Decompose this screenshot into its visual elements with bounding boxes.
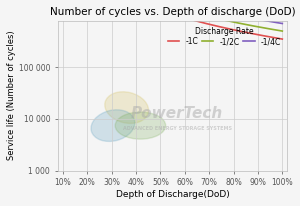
-1/4C [241,15,244,18]
-1/2C [180,8,183,11]
Y-axis label: Service life (Number of cycles): Service life (Number of cycles) [7,31,16,160]
-1/2C [167,4,170,7]
Title: Number of cycles vs. Depth of discharge (DoD): Number of cycles vs. Depth of discharge … [50,7,295,17]
Line: -1/4C: -1/4C [63,0,282,23]
Line: -1C: -1C [63,0,282,39]
-1C [167,12,170,14]
-1/2C [241,23,244,25]
-1/2C [165,4,169,6]
Legend: -1C, -1/2C, -1/4C: -1C, -1/2C, -1/4C [165,24,284,48]
-1/2C [192,12,195,14]
Line: -1/2C: -1/2C [63,0,282,31]
-1/2C [275,29,279,31]
Ellipse shape [105,92,148,123]
Ellipse shape [91,110,135,141]
Text: ADVANCED ENERGY STORAGE SYSTEMS: ADVANCED ENERGY STORAGE SYSTEMS [123,126,232,131]
Text: PowerTech: PowerTech [131,106,223,121]
-1/4C [280,22,284,25]
-1C [275,37,279,39]
X-axis label: Depth of Discharge(DoD): Depth of Discharge(DoD) [116,190,230,199]
-1/2C [280,30,284,32]
-1C [192,19,195,21]
-1/4C [180,1,183,4]
-1C [165,11,169,14]
-1C [180,16,183,18]
Ellipse shape [115,112,166,139]
-1/4C [275,21,279,24]
-1C [241,30,244,33]
-1/4C [192,5,195,7]
-1C [280,38,284,40]
